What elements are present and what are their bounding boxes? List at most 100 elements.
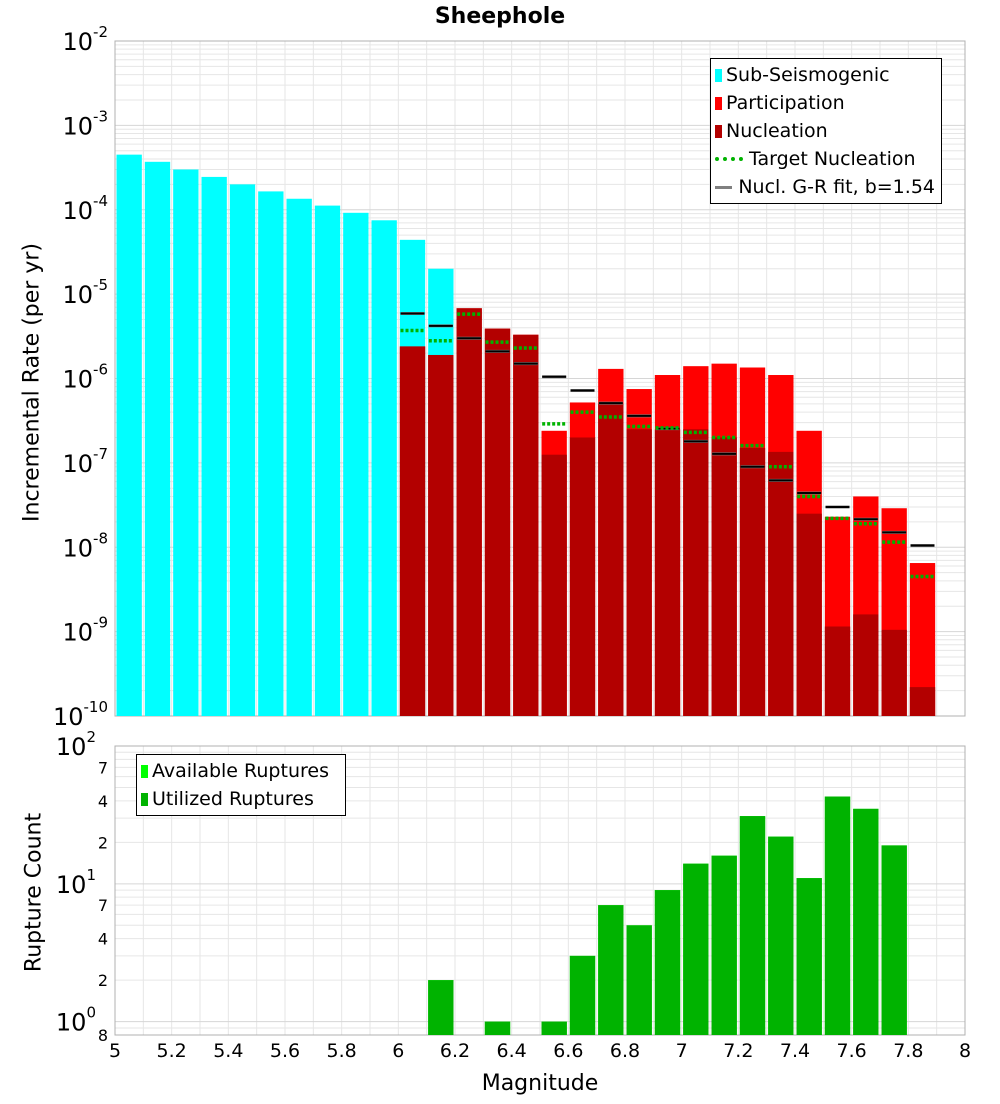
sub-seismogenic-bar (314, 205, 341, 716)
x-axis-label: Magnitude (481, 1071, 599, 1096)
legend-label: Sub-Seismogenic (726, 64, 890, 86)
y-tick-label: 10-9 (62, 614, 108, 647)
legend-label: Utilized Ruptures (152, 788, 314, 810)
sub-seismogenic-bar (201, 176, 227, 716)
x-tick-label: 5.8 (327, 1040, 357, 1062)
legend-label: Target Nucleation (749, 148, 916, 170)
nucleation-bar (569, 437, 596, 716)
y-minor-tick-label: 2 (98, 833, 108, 852)
x-tick-label: 7.2 (723, 1040, 753, 1062)
nucleation-bar (711, 437, 737, 716)
utilized-rupture-bar (428, 980, 454, 1035)
utilized-rupture-bar (824, 796, 851, 1035)
bottom-y-axis-label: Rupture Count (21, 812, 47, 973)
x-tick-label: 6.4 (497, 1040, 527, 1062)
nucleation-bar (683, 429, 709, 716)
utilized-rupture-bar (881, 845, 907, 1035)
sub-seismogenic-bar (144, 161, 171, 716)
x-tick-label: 7 (676, 1040, 688, 1062)
x-tick-label: 8 (959, 1040, 971, 1062)
y-tick-label: 10-8 (62, 529, 108, 562)
y-tick-label: 10-10 (53, 698, 108, 731)
top-y-axis-label: Incremental Rate (per yr) (19, 243, 45, 522)
nucleation-bar (513, 334, 539, 716)
y-tick-label: 10-2 (62, 23, 108, 56)
legend-label: Nucleation (726, 120, 828, 142)
legend-swatch (141, 764, 148, 778)
utilized-rupture-bar (598, 905, 624, 1035)
legend-label: Available Ruptures (152, 760, 329, 782)
x-tick-label: 7.8 (893, 1040, 923, 1062)
utilized-rupture-bar (626, 925, 652, 1035)
y-minor-tick-label: 8 (98, 1026, 108, 1045)
x-tick-label: 5.4 (213, 1040, 243, 1062)
legend-item-utilized-ruptures: Utilized Ruptures (141, 785, 339, 813)
utilized-rupture-bar (569, 955, 596, 1035)
x-tick-label: 5.6 (270, 1040, 300, 1062)
y-tick-label: 10-4 (62, 192, 108, 225)
legend-swatch (715, 157, 743, 161)
x-tick-label: 7.6 (837, 1040, 867, 1062)
nucleation-bar (739, 448, 766, 716)
nucleation-bar (626, 429, 652, 716)
y-tick-label: 102 (56, 728, 96, 761)
sub-seismogenic-bar (229, 184, 256, 717)
x-tick-label: 6.8 (610, 1040, 640, 1062)
utilized-rupture-bar (541, 1021, 567, 1035)
x-tick-label: 5 (109, 1040, 121, 1062)
legend-swatch (715, 96, 722, 110)
legend-item-available-ruptures: Available Ruptures (141, 757, 339, 785)
x-tick-label: 6.2 (440, 1040, 470, 1062)
y-minor-tick-label: 7 (98, 758, 108, 777)
sub-seismogenic-bar (371, 220, 397, 717)
x-tick-label: 7.4 (780, 1040, 810, 1062)
y-tick-label: 10-6 (62, 361, 108, 394)
nucleation-bar (824, 626, 851, 716)
nucleation-bar (399, 346, 426, 716)
legend-swatch (715, 185, 733, 189)
sub-seismogenic-bar (286, 198, 312, 717)
nucleation-bar (428, 354, 454, 716)
utilized-rupture-bar (683, 863, 709, 1035)
x-tick-label: 6 (392, 1040, 404, 1062)
nucleation-bar (456, 308, 482, 716)
utilized-rupture-bar (711, 855, 737, 1035)
utilized-rupture-bar (654, 890, 681, 1035)
top-chart-legend: Sub-Seismogenic Participation Nucleation… (710, 58, 942, 204)
y-tick-label: 101 (56, 866, 96, 899)
utilized-rupture-bar (768, 836, 794, 1035)
nucleation-bar (598, 403, 624, 716)
legend-swatch (715, 124, 722, 138)
nucleation-bar (768, 451, 794, 716)
nucleation-bar (853, 614, 879, 716)
legend-item-sub-seismogenic: Sub-Seismogenic (715, 61, 935, 89)
y-tick-label: 10-5 (62, 276, 108, 309)
nucleation-bar (881, 629, 907, 716)
x-tick-label: 6.6 (553, 1040, 583, 1062)
sub-seismogenic-bar (116, 154, 142, 716)
legend-item-target-nucleation: Target Nucleation (715, 145, 935, 173)
nucleation-bar (909, 687, 936, 716)
legend-label: Participation (726, 92, 845, 114)
utilized-rupture-bar (853, 808, 879, 1035)
sub-seismogenic-bar (258, 191, 284, 717)
nucleation-bar (654, 429, 681, 716)
legend-item-nucleation: Nucleation (715, 117, 935, 145)
legend-swatch (141, 792, 148, 806)
nucleation-bar (541, 454, 567, 716)
y-minor-tick-label: 4 (98, 792, 108, 811)
y-tick-label: 10-7 (62, 445, 108, 478)
nucleation-bar (484, 328, 511, 716)
chart-title: Sheephole (434, 4, 566, 29)
plot-frame (114, 745, 966, 1036)
sub-seismogenic-bar (343, 212, 369, 716)
x-tick-label: 5.2 (157, 1040, 187, 1062)
plot-frame (114, 40, 966, 717)
utilized-rupture-bar (739, 816, 766, 1035)
y-minor-tick-label: 4 (98, 930, 108, 949)
legend-item-participation: Participation (715, 89, 935, 117)
sub-seismogenic-bar (173, 169, 199, 716)
legend-label: Nucl. G-R fit, b=1.54 (738, 176, 935, 198)
